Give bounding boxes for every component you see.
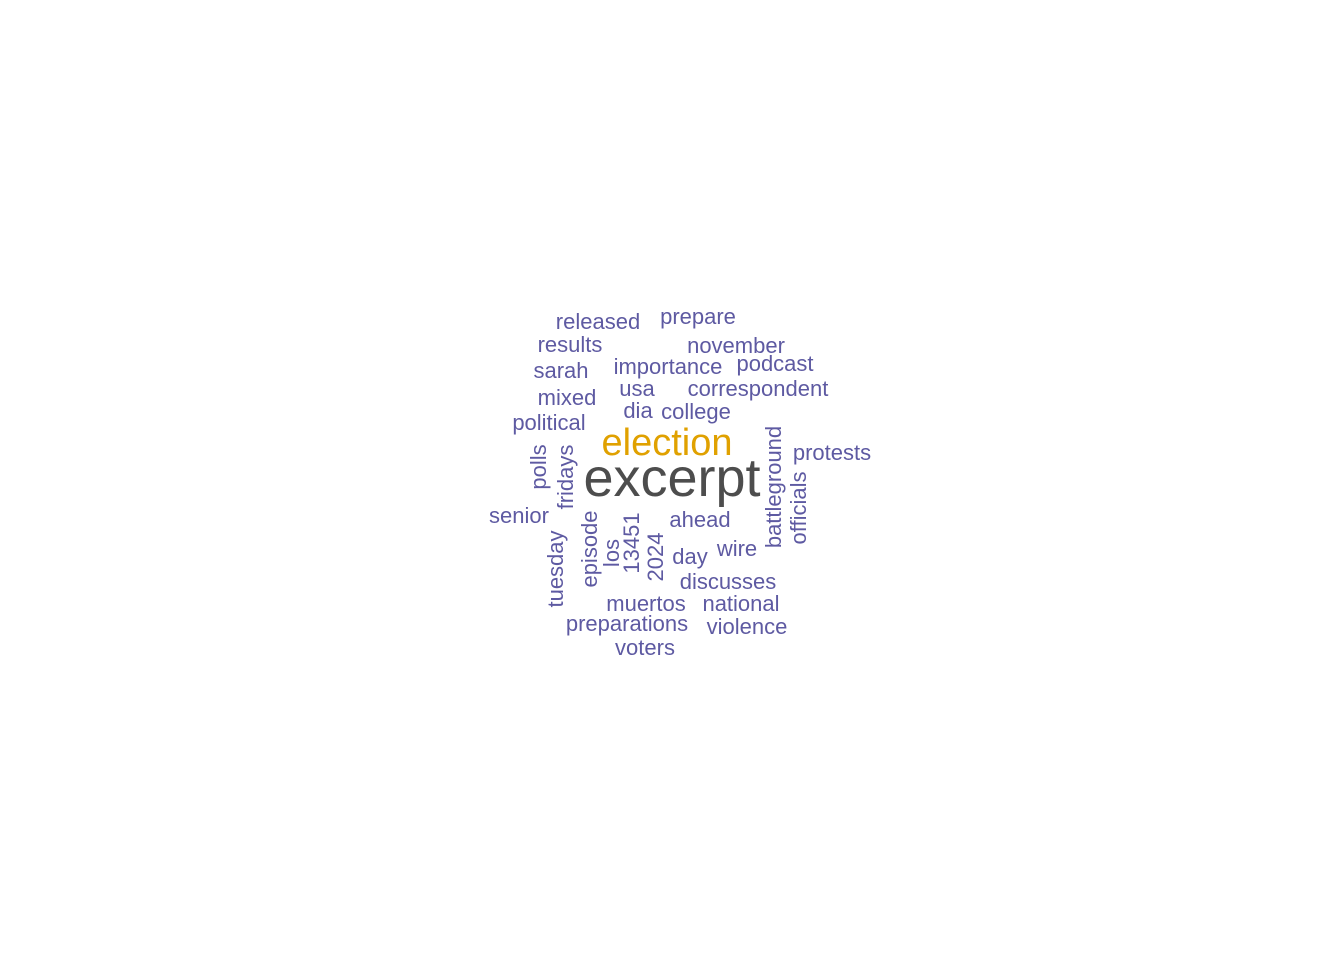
word-muertos: muertos	[606, 591, 686, 616]
word-polls: polls	[526, 444, 551, 490]
word-ahead: ahead	[669, 507, 731, 532]
word-los: los	[599, 538, 624, 568]
word-released: released	[555, 309, 641, 334]
word-protests: protests	[792, 440, 872, 465]
word-correspondent: correspondent	[687, 376, 829, 401]
word-officials: officials	[786, 471, 811, 545]
word-episode: episode	[577, 510, 602, 588]
word-usa: usa	[619, 376, 655, 401]
word-november: november	[687, 333, 785, 358]
word-violence: violence	[706, 614, 788, 639]
word-political: political	[512, 410, 586, 435]
word-fridays: fridays	[553, 444, 578, 510]
word-day: day	[672, 544, 708, 569]
word-wire: wire	[716, 536, 758, 561]
word-national: national	[702, 591, 780, 616]
word-sarah: sarah	[533, 358, 589, 383]
word-college: college	[661, 399, 731, 424]
word-senior: senior	[489, 503, 549, 528]
word-2024: 2024	[643, 532, 668, 582]
word-battleground: battleground	[761, 425, 786, 549]
word-discusses: discusses	[679, 569, 777, 594]
word-tuesday: tuesday	[543, 530, 568, 608]
word-voters: voters	[615, 635, 675, 660]
word-mixed: mixed	[537, 385, 597, 410]
word-results: results	[537, 332, 603, 357]
word-podcast: podcast	[736, 351, 814, 376]
word-election: election	[601, 422, 733, 464]
word-excerpt: excerpt	[583, 448, 761, 508]
word-13451: 13451	[619, 512, 644, 574]
word-preparations: preparations	[565, 611, 689, 636]
word-prepare: prepare	[660, 304, 736, 329]
word-dia: dia	[623, 398, 653, 423]
word-importance: importance	[613, 354, 723, 379]
